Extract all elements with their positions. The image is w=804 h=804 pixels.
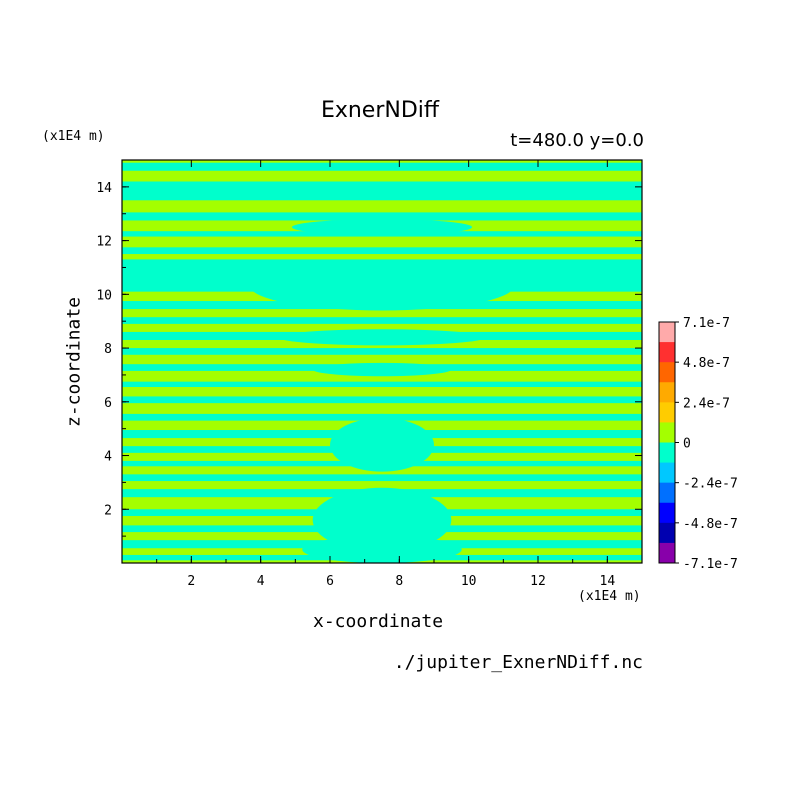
x-tick-label: 2 bbox=[187, 574, 195, 589]
chart-title: ExnerNDiff bbox=[320, 98, 440, 123]
contour-band-21 bbox=[122, 181, 642, 201]
colorbar-swatch bbox=[659, 362, 675, 383]
y-tick-label: 6 bbox=[104, 396, 112, 411]
x-tick-label: 14 bbox=[600, 574, 616, 589]
y-tick-label: 14 bbox=[96, 181, 112, 196]
x-tick-label: 6 bbox=[326, 574, 334, 589]
contour-band-5 bbox=[122, 474, 642, 482]
contour-band-18 bbox=[122, 247, 642, 255]
contour-band-10 bbox=[122, 396, 642, 404]
contour-band-11 bbox=[122, 381, 642, 388]
contour-band-22 bbox=[122, 162, 642, 171]
colorbar-swatch bbox=[659, 342, 675, 363]
contour-field bbox=[122, 160, 642, 563]
time-label: t=480.0 y=0.0 bbox=[510, 130, 644, 151]
colorbar: 7.1e-7 4.8e-7 2.4e-7 0 -2.4e-7 -4.8e-7 -7.1e-7 bbox=[658, 316, 738, 572]
x-tick-label: 8 bbox=[395, 574, 403, 589]
contour-blob-0 bbox=[250, 262, 514, 311]
contour-blob-5 bbox=[364, 413, 400, 422]
contour-blob-3 bbox=[302, 536, 462, 563]
y-tick-label: 4 bbox=[104, 450, 112, 465]
x-axis-label: x-coordinate bbox=[313, 611, 444, 632]
colorbar-label: 0 bbox=[683, 437, 691, 452]
colorbar-swatch bbox=[659, 522, 675, 544]
contour-band-13 bbox=[122, 348, 642, 355]
colorbar-label: 4.8e-7 bbox=[683, 356, 730, 371]
axes: 2 4 6 8 10 12 14 2 4 6 8 10 12 14 bbox=[96, 159, 643, 589]
colorbar-swatch bbox=[659, 442, 675, 464]
y-tick-label: 8 bbox=[104, 342, 112, 357]
colorbar-label: 7.1e-7 bbox=[683, 316, 730, 331]
colorbar-swatch bbox=[659, 462, 675, 484]
x-tick-label: 4 bbox=[257, 574, 265, 589]
y-tick-label: 12 bbox=[96, 235, 112, 250]
x-axis-unit: (x1E4 m) bbox=[578, 589, 641, 604]
colorbar-swatch bbox=[659, 382, 675, 403]
contour-blob-7 bbox=[312, 362, 452, 377]
colorbar-swatch bbox=[659, 542, 675, 564]
plot-frame bbox=[121, 159, 643, 564]
contour-band-15 bbox=[122, 317, 642, 324]
colorbar-swatch bbox=[659, 322, 675, 343]
contour-blob-1 bbox=[291, 219, 473, 236]
colorbar-swatch bbox=[659, 402, 675, 423]
contour-blob-2 bbox=[312, 487, 452, 553]
contour-blob-6 bbox=[278, 329, 486, 346]
contour-band-20 bbox=[122, 212, 642, 221]
x-tick-label: 12 bbox=[530, 574, 546, 589]
colorbar-label: -7.1e-7 bbox=[683, 557, 738, 572]
colorbar-label: -2.4e-7 bbox=[683, 477, 738, 492]
y-tick-label: 2 bbox=[104, 503, 112, 518]
x-tick-label: 10 bbox=[461, 574, 477, 589]
colorbar-swatch bbox=[659, 422, 675, 443]
source-file-label: ./jupiter_ExnerNDiff.nc bbox=[393, 652, 643, 673]
z-axis-unit: (x1E4 m) bbox=[42, 129, 105, 144]
y-tick-label: 10 bbox=[96, 288, 112, 303]
colorbar-label: 2.4e-7 bbox=[683, 396, 730, 411]
contour-blob-4 bbox=[330, 417, 434, 472]
colorbar-swatch bbox=[659, 502, 675, 524]
colorbar-swatch bbox=[659, 482, 675, 504]
colorbar-label: -4.8e-7 bbox=[683, 517, 738, 532]
